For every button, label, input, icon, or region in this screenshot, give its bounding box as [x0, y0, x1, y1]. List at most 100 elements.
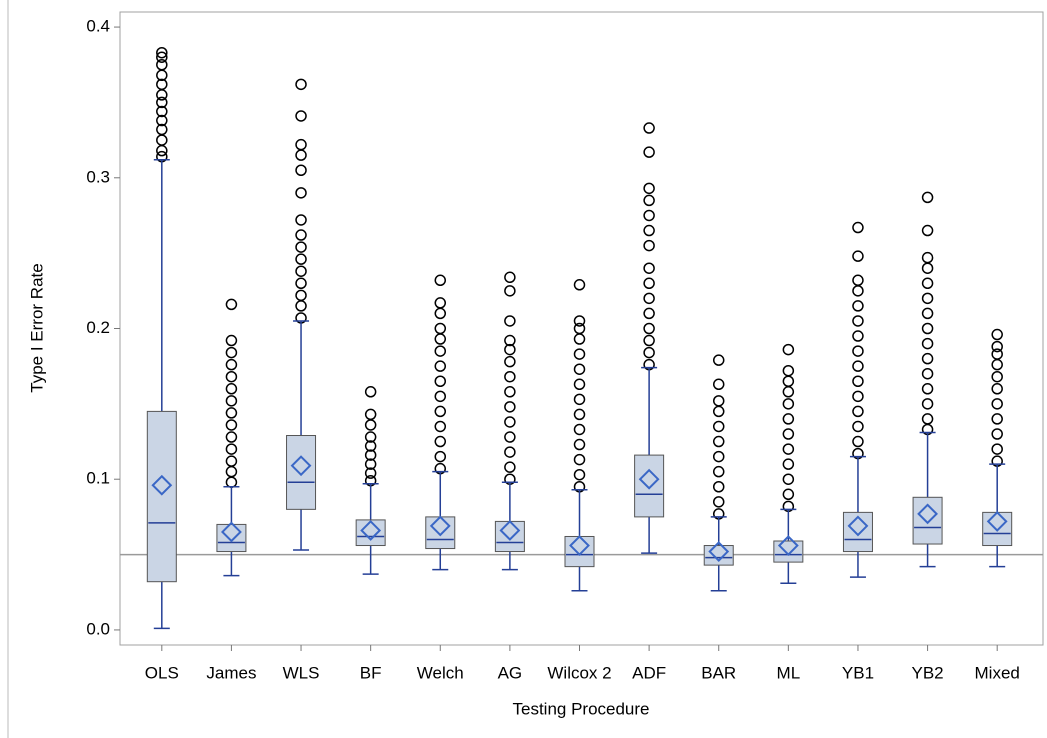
outlier [364, 449, 377, 461]
x-tick-label: BAR [701, 663, 736, 682]
outlier [643, 277, 655, 290]
outlier [364, 408, 377, 421]
box [494, 520, 525, 553]
outlier [991, 383, 1003, 395]
mean-marker [847, 515, 869, 537]
outlier [712, 435, 725, 448]
outlier [504, 271, 516, 284]
outlier [573, 423, 586, 436]
outlier [643, 194, 655, 207]
outlier [156, 123, 168, 136]
outlier [434, 435, 447, 448]
outlier [852, 405, 864, 418]
outlier [156, 144, 168, 157]
x-tick-label: ML [777, 663, 801, 682]
outlier [295, 277, 307, 290]
outlier [225, 407, 238, 419]
x-tick-label: ADF [632, 663, 666, 682]
outlier [643, 334, 655, 347]
mean-marker [986, 510, 1008, 532]
outlier [434, 297, 447, 309]
box [634, 454, 665, 518]
outlier [225, 334, 238, 347]
x-tick-label: BF [360, 663, 382, 682]
outlier [504, 285, 516, 297]
outlier [573, 348, 586, 360]
outlier [156, 78, 168, 91]
outlier [504, 370, 516, 383]
outlier [643, 346, 655, 359]
box [773, 540, 804, 563]
outlier [782, 364, 795, 377]
outlier [921, 383, 934, 395]
outlier [643, 209, 655, 222]
outlier [295, 229, 307, 241]
outlier [852, 315, 864, 327]
outlier [991, 443, 1003, 455]
outlier [852, 345, 864, 357]
outlier [295, 164, 307, 176]
outlier [643, 182, 655, 195]
outlier [225, 419, 238, 431]
x-tick-label: YB2 [912, 663, 944, 682]
outlier [156, 89, 168, 101]
outlier [364, 440, 377, 452]
outlier [991, 340, 1003, 353]
y-tick-label: 0.0 [86, 619, 110, 638]
y-tick-label: 0.2 [86, 318, 110, 337]
outlier [852, 285, 864, 297]
outlier [712, 465, 725, 478]
outlier [504, 315, 516, 327]
outlier [921, 292, 934, 305]
outlier [921, 251, 934, 264]
outlier [295, 110, 307, 122]
outlier [156, 59, 168, 71]
outlier [434, 405, 447, 418]
outlier [225, 346, 238, 359]
mean-marker [708, 541, 730, 562]
outlier [852, 360, 864, 372]
outlier [295, 78, 307, 91]
outlier [991, 328, 1003, 341]
outlier [852, 420, 864, 433]
outlier [782, 488, 795, 501]
outlier [782, 398, 795, 410]
outlier [225, 476, 238, 488]
outlier [504, 343, 516, 356]
outlier [643, 239, 655, 252]
outlier [921, 224, 934, 237]
outlier [991, 398, 1003, 410]
outlier [573, 468, 586, 481]
x-tick-label: James [206, 663, 256, 682]
outlier [295, 300, 307, 312]
outlier [782, 428, 795, 440]
outlier [434, 450, 447, 463]
outlier [364, 458, 377, 470]
outlier [712, 450, 725, 463]
outlier [712, 481, 725, 493]
mean-marker [360, 520, 382, 541]
outlier [225, 465, 238, 478]
outlier [504, 446, 516, 458]
outlier [643, 122, 655, 134]
outlier [295, 187, 307, 199]
x-tick-label: Mixed [975, 663, 1020, 682]
outlier [504, 355, 516, 368]
mean-marker [151, 474, 173, 496]
outlier [364, 431, 377, 443]
outlier [225, 383, 238, 395]
outlier [156, 134, 168, 146]
outlier [782, 375, 795, 387]
outlier [156, 51, 168, 63]
x-tick-label: Welch [417, 663, 464, 682]
outlier [991, 428, 1003, 440]
outlier [364, 419, 377, 431]
outlier [852, 330, 864, 342]
outlier [573, 363, 586, 375]
outlier [991, 348, 1003, 360]
outlier [782, 473, 795, 485]
outlier [225, 395, 238, 407]
outlier [712, 378, 725, 391]
outlier [295, 289, 307, 302]
outlier [852, 300, 864, 312]
